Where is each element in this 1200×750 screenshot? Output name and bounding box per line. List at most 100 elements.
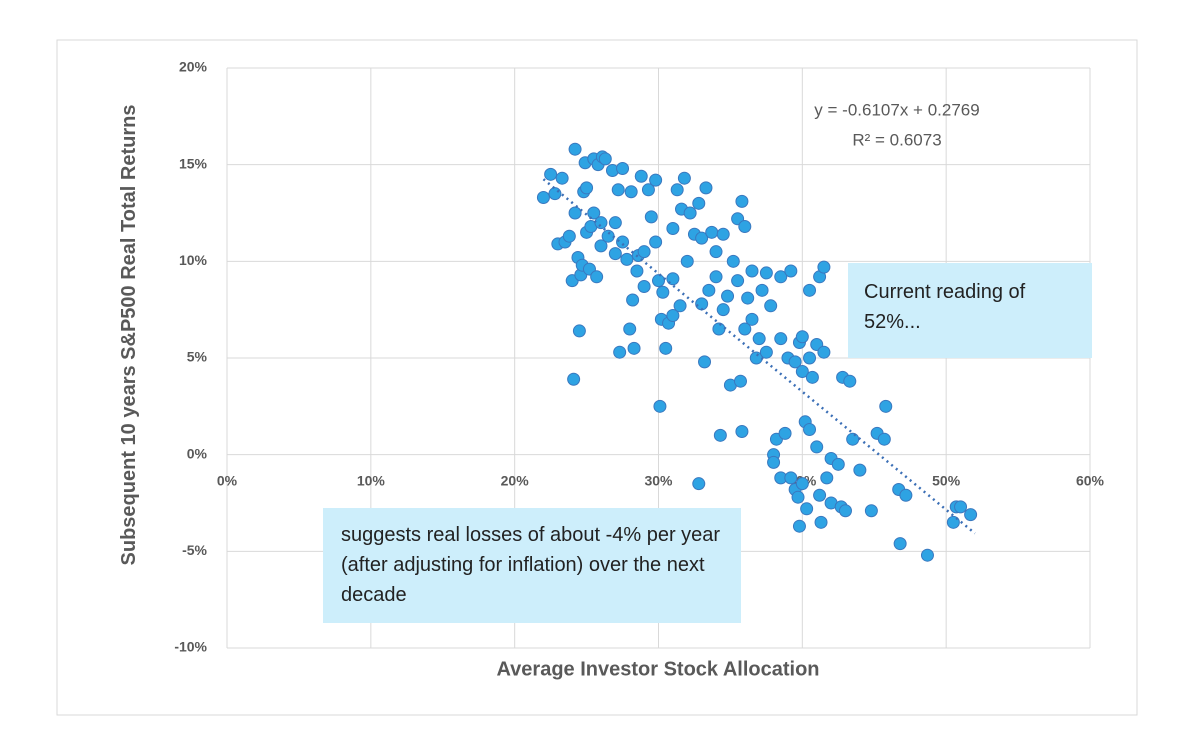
point (846, 432, 860, 446)
point (731, 274, 745, 288)
point (735, 424, 749, 438)
point (656, 285, 670, 299)
annotation: Current reading of 52%... (848, 263, 1092, 358)
point (733, 374, 747, 388)
point (598, 152, 612, 166)
x-tick-label: 0% (217, 472, 238, 488)
point (803, 423, 817, 437)
point (788, 355, 802, 369)
point (759, 266, 773, 280)
point (644, 210, 658, 224)
point (920, 548, 934, 562)
point (755, 283, 769, 297)
point (670, 183, 684, 197)
point (964, 508, 978, 522)
point (810, 440, 824, 454)
point (709, 270, 723, 284)
point (649, 235, 663, 249)
point (803, 283, 817, 297)
plot (536, 142, 978, 562)
point (767, 455, 781, 469)
point (666, 221, 680, 235)
point (792, 519, 806, 533)
point (692, 196, 706, 210)
y-tick-label: 10% (179, 252, 208, 268)
point (864, 504, 878, 518)
point (954, 500, 968, 514)
point (803, 351, 817, 365)
point (721, 289, 735, 303)
point (568, 142, 582, 156)
y-tick-label: 15% (179, 155, 208, 171)
equation: y = -0.6107x + 0.2769 (814, 100, 979, 119)
point (666, 308, 680, 322)
point (879, 399, 893, 413)
point (641, 183, 655, 197)
point (580, 181, 594, 195)
point (562, 229, 576, 243)
point (548, 187, 562, 201)
point (726, 254, 740, 268)
x-tick-label: 50% (932, 472, 961, 488)
point (899, 488, 913, 502)
point (709, 245, 723, 259)
point (692, 477, 706, 491)
point (805, 370, 819, 384)
point (795, 330, 809, 344)
point (652, 274, 665, 288)
point (705, 225, 719, 239)
point (843, 374, 857, 388)
point (800, 502, 814, 516)
point (611, 183, 625, 197)
point (634, 169, 648, 183)
point (813, 488, 827, 502)
point (594, 216, 608, 230)
point (637, 279, 651, 293)
point (616, 162, 630, 176)
point (536, 191, 550, 205)
point (716, 303, 730, 317)
point (817, 260, 831, 274)
point (555, 171, 569, 185)
point (624, 185, 638, 199)
point (893, 537, 907, 551)
point (653, 399, 667, 413)
r-squared: R² = 0.6073 (852, 130, 941, 149)
annotation: suggests real losses of about -4% per ye… (323, 508, 741, 623)
point (759, 345, 773, 359)
point (716, 227, 730, 241)
point (774, 332, 788, 346)
point (608, 247, 622, 261)
x-tick-label: 10% (357, 472, 386, 488)
point (601, 229, 615, 243)
y-tick-label: -5% (182, 542, 207, 558)
point (572, 324, 586, 338)
point (778, 426, 792, 440)
point (677, 171, 691, 185)
point (637, 245, 651, 259)
point (695, 231, 709, 245)
point (791, 490, 805, 504)
point (877, 432, 891, 446)
chart-frame (56, 39, 1138, 716)
point (784, 471, 798, 485)
point (735, 194, 749, 208)
point (620, 252, 634, 266)
point (680, 254, 694, 268)
point (774, 270, 788, 284)
y-tick-label: 0% (187, 445, 208, 461)
point (590, 270, 604, 284)
y-tick-label: 5% (187, 349, 208, 365)
point (795, 365, 809, 379)
point (738, 322, 752, 336)
point (673, 299, 687, 313)
x-tick-label: 60% (1076, 472, 1105, 488)
point (752, 332, 766, 346)
point (698, 355, 712, 369)
point (795, 477, 809, 491)
point (817, 345, 831, 359)
point (853, 463, 867, 477)
point (616, 235, 630, 249)
point (699, 181, 713, 195)
